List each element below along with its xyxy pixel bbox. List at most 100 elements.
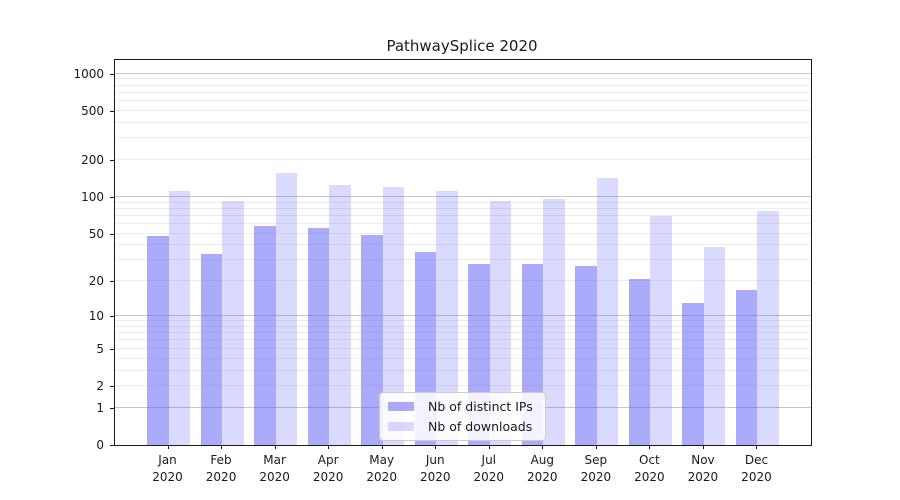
legend-item-distinct-ips: Nb of distinct IPs: [388, 399, 533, 414]
bar-dec-distinct-ips: [735, 289, 758, 445]
y-tick-mark-5: [110, 348, 114, 350]
bar-oct-downloads: [650, 215, 672, 445]
x-tick-label-jan: Jan 2020: [152, 453, 183, 484]
x-tick-label-dec: Dec 2020: [741, 453, 772, 484]
gridline-200: [115, 158, 811, 160]
gridline-100: [115, 195, 811, 197]
gridline-10: [115, 315, 811, 317]
y-tick-mark-0: [110, 445, 114, 446]
y-tick-label-5: 5: [96, 341, 104, 356]
x-tick-mark-mar: [274, 445, 276, 449]
x-tick-mark-sep: [595, 445, 597, 449]
y-tick-mark-500: [110, 110, 114, 112]
y-tick-mark-1000: [110, 73, 114, 75]
legend-item-downloads: Nb of downloads: [388, 419, 533, 434]
y-tick-label-50: 50: [88, 226, 104, 241]
gridline-400: [115, 121, 811, 123]
gridline-600: [115, 100, 811, 102]
gridline-9: [115, 320, 811, 322]
gridline-40: [115, 244, 811, 246]
x-tick-mark-apr: [328, 445, 330, 449]
gridline-500: [115, 109, 811, 111]
x-tick-mark-feb: [221, 445, 223, 449]
bar-may-downloads: [382, 186, 405, 445]
bar-mar-downloads: [275, 172, 298, 445]
x-tick-mark-nov: [702, 445, 704, 449]
bar-jul-downloads: [489, 200, 512, 445]
legend-label-distinct-ips: Nb of distinct IPs: [428, 399, 533, 414]
bar-mar-distinct-ips: [254, 225, 276, 445]
bar-may-distinct-ips: [361, 234, 383, 445]
bar-jun-downloads: [436, 191, 458, 445]
x-tick-label-mar: Mar 2020: [259, 453, 290, 484]
gridline-8: [115, 325, 811, 327]
y-tick-label-200: 200: [81, 152, 104, 167]
gridline-5: [115, 347, 811, 349]
bar-aug-downloads: [543, 199, 565, 445]
legend: Nb of distinct IPs Nb of downloads: [379, 392, 546, 441]
x-tick-label-jul: Jul 2020: [473, 453, 505, 484]
x-tick-mark-jun: [435, 445, 437, 449]
y-tick-mark-20: [110, 281, 114, 283]
x-tick-mark-dec: [756, 445, 758, 449]
bar-dec-downloads: [757, 210, 779, 445]
x-tick-label-jun: Jun 2020: [419, 453, 451, 484]
gridline-7: [115, 332, 811, 334]
y-tick-mark-10: [110, 316, 114, 318]
y-tick-label-2: 2: [96, 378, 104, 393]
legend-swatch-downloads: [388, 422, 414, 431]
gridline-90: [115, 201, 811, 203]
gridline-2: [115, 384, 811, 386]
gridline-80: [115, 207, 811, 209]
y-tick-label-20: 20: [88, 274, 104, 289]
bar-feb-distinct-ips: [200, 253, 223, 445]
gridline-50: [115, 232, 811, 234]
gridline-300: [115, 137, 811, 139]
bar-sep-downloads: [596, 177, 619, 445]
legend-label-downloads: Nb of downloads: [428, 419, 533, 434]
y-tick-mark-200: [110, 159, 114, 161]
x-tick-label-feb: Feb 2020: [205, 453, 237, 484]
bar-jan-distinct-ips: [147, 235, 169, 445]
x-tick-label-aug: Aug 2020: [527, 453, 558, 484]
x-tick-label-may: May 2020: [366, 453, 397, 484]
bar-apr-distinct-ips: [307, 227, 330, 445]
x-tick-label-apr: Apr 2020: [312, 453, 344, 484]
gridline-900: [115, 78, 811, 80]
y-tick-label-10: 10: [88, 309, 104, 324]
bar-jan-downloads: [168, 190, 191, 445]
x-tick-mark-aug: [542, 445, 544, 449]
gridline-6: [115, 339, 811, 341]
gridline-3: [115, 369, 811, 371]
y-tick-label-500: 500: [81, 103, 104, 118]
y-tick-label-0: 0: [96, 438, 104, 452]
y-tick-label-100: 100: [81, 189, 104, 204]
x-tick-mark-jan: [167, 445, 169, 449]
y-tick-label-1000: 1000: [73, 66, 104, 81]
x-tick-mark-may: [381, 445, 383, 449]
gridline-800: [115, 84, 811, 86]
plot-area: Nb of distinct IPs Nb of downloads: [114, 59, 812, 446]
gridline-4: [115, 357, 811, 359]
gridline-1000: [115, 72, 811, 74]
x-tick-label-oct: Oct 2020: [634, 453, 665, 484]
chart-title: PathwaySplice 2020: [386, 37, 538, 55]
x-tick-mark-jul: [488, 445, 490, 449]
y-tick-label-1: 1: [96, 400, 104, 415]
y-tick-mark-1: [110, 407, 114, 409]
x-tick-label-nov: Nov 2020: [687, 453, 719, 484]
gridline-30: [115, 259, 811, 261]
bar-apr-downloads: [329, 184, 351, 445]
bar-nov-downloads: [703, 246, 726, 445]
gridline-20: [115, 280, 811, 282]
x-tick-mark-oct: [649, 445, 651, 449]
gridline-60: [115, 223, 811, 225]
y-tick-mark-2: [110, 385, 114, 387]
gridline-700: [115, 91, 811, 93]
y-tick-mark-100: [110, 196, 114, 198]
bar-nov-distinct-ips: [682, 303, 704, 445]
gridline-70: [115, 214, 811, 216]
legend-swatch-distinct-ips: [388, 402, 414, 411]
y-tick-mark-50: [110, 233, 114, 235]
